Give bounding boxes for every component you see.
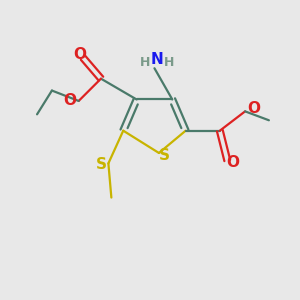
Text: O: O [226, 155, 239, 170]
Text: N: N [151, 52, 163, 68]
Text: O: O [73, 47, 86, 62]
Text: S: S [95, 158, 106, 172]
Text: O: O [248, 101, 260, 116]
Text: H: H [140, 56, 150, 69]
Text: O: O [63, 94, 76, 109]
Text: S: S [159, 148, 170, 163]
Text: H: H [164, 56, 174, 69]
